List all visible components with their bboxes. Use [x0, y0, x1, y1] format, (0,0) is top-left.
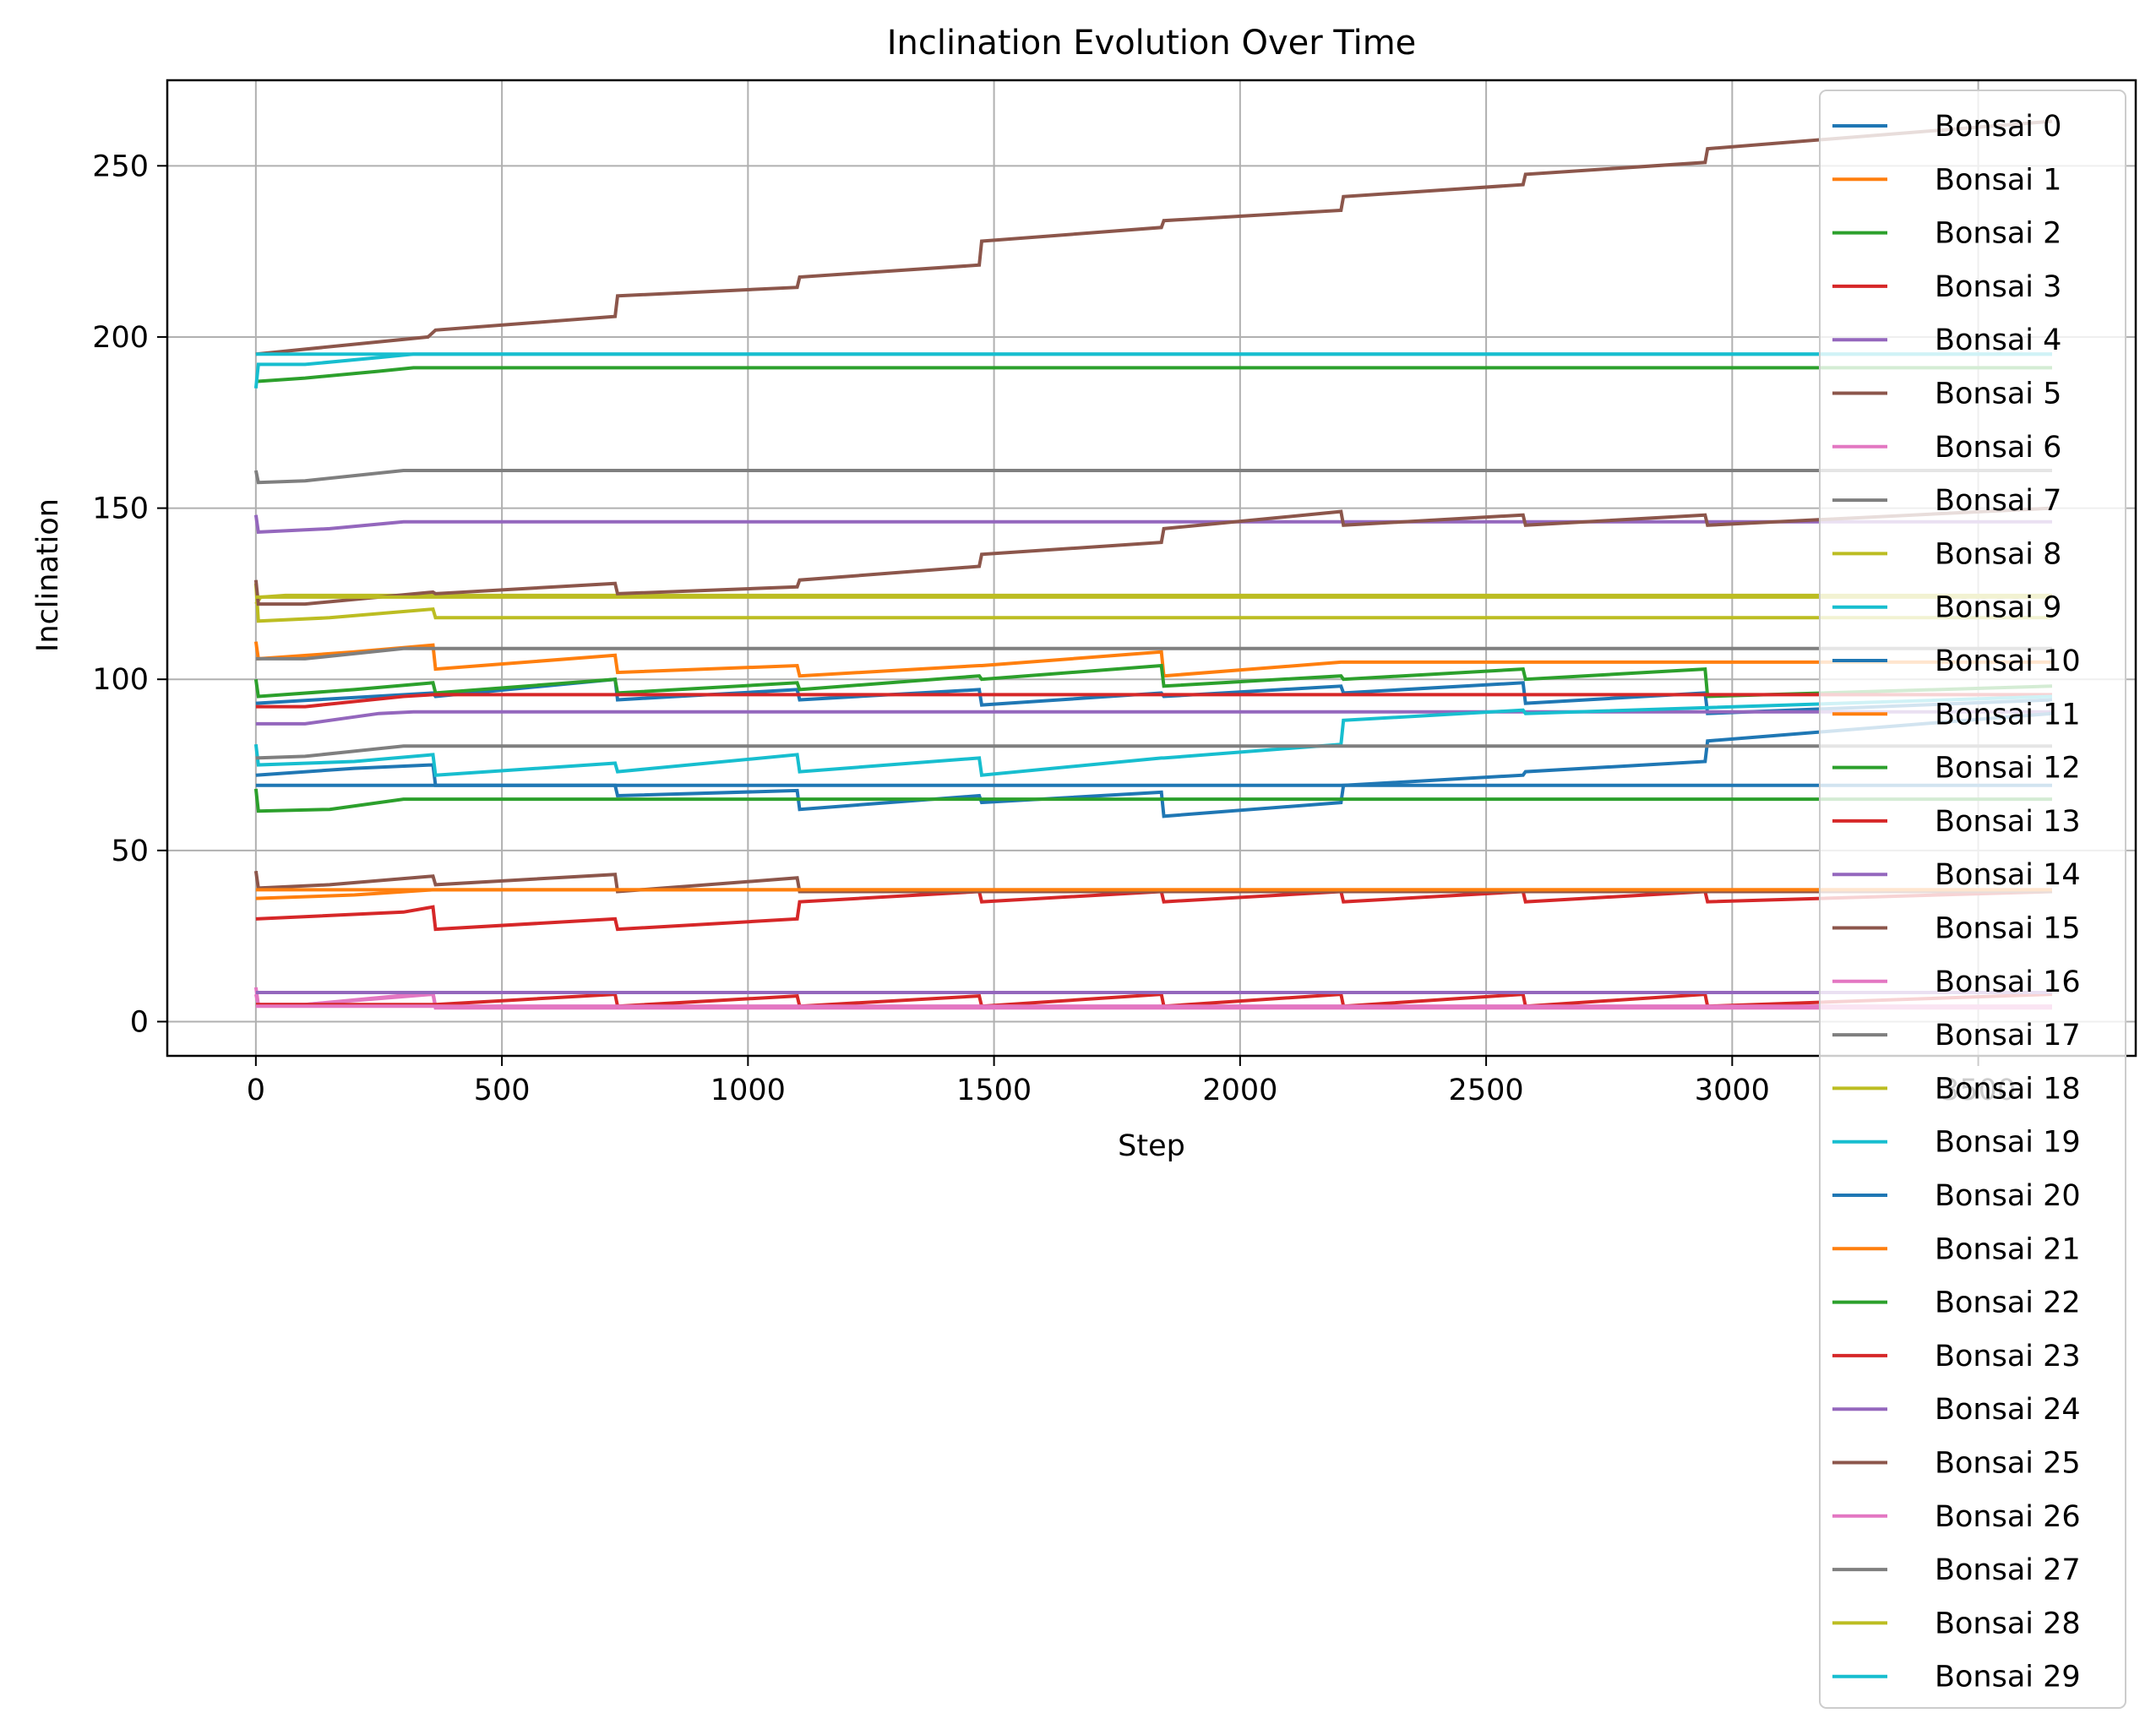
series-line-14 [255, 710, 2052, 726]
series-line-7 [253, 469, 2052, 485]
legend-label: Bonsai 12 [1935, 752, 2081, 786]
series-line-10 [255, 677, 2053, 715]
legend: Bonsai 0 Bonsai 1 Bonsai 2 Bonsai 3 Bonsai 4… [1819, 90, 2126, 1709]
legend-label: Bonsai 15 [1935, 912, 2081, 946]
legend-label: Bonsai 17 [1935, 1019, 2081, 1052]
y-tick-label: 150 [92, 492, 149, 526]
series-line-17 [255, 646, 2052, 661]
plot-frame [166, 79, 2137, 1058]
legend-label: Bonsai 18 [1935, 1072, 2081, 1106]
legend-label: Bonsai 4 [1935, 324, 2061, 357]
series-line-12 [253, 663, 2053, 699]
legend-label: Bonsai 8 [1935, 537, 2061, 571]
legend-label: Bonsai 10 [1935, 644, 2081, 678]
legend-label: Bonsai 23 [1935, 1340, 2081, 1373]
legend-label: Bonsai 21 [1935, 1232, 2081, 1266]
legend-label: Bonsai 19 [1935, 1126, 2081, 1160]
legend-label: Bonsai 14 [1935, 858, 2081, 892]
axis-ticks: 0500100015002000250030003500050100150200… [92, 150, 2016, 1107]
x-tick-label: 500 [474, 1074, 531, 1107]
legend-box [1819, 90, 2126, 1709]
legend-label: Bonsai 24 [1935, 1393, 2081, 1427]
series-line-11 [253, 641, 2052, 678]
series-line-25 [253, 506, 2053, 606]
legend-label: Bonsai 6 [1935, 431, 2061, 465]
series-line-5 [255, 119, 2053, 356]
x-axis-label: Step [1118, 1129, 1185, 1163]
legend-label: Bonsai 3 [1935, 270, 2061, 304]
legend-label: Bonsai 0 [1935, 110, 2061, 144]
series-line-19 [253, 694, 2053, 777]
series-line-27 [255, 744, 2052, 760]
series-line-22 [253, 788, 2052, 813]
series-line-4 [253, 514, 2052, 534]
grid-lines [167, 80, 2136, 1056]
legend-label: Bonsai 16 [1935, 965, 2081, 999]
legend-label: Bonsai 13 [1935, 805, 2081, 839]
x-tick-label: 1500 [956, 1074, 1032, 1107]
series-line-13 [255, 693, 2052, 709]
x-tick-label: 2500 [1449, 1074, 1524, 1107]
legend-label: Bonsai 5 [1935, 378, 2061, 411]
legend-label: Bonsai 9 [1935, 591, 2061, 625]
series-line-23 [255, 992, 2053, 1009]
legend-label: Bonsai 26 [1935, 1500, 2081, 1534]
chart-title: Inclination Evolution Over Time [887, 24, 1417, 63]
series-line-2 [255, 366, 2052, 383]
legend-label: Bonsai 1 [1935, 163, 2061, 197]
legend-label: Bonsai 22 [1935, 1286, 2081, 1320]
series-line-18 [253, 583, 2052, 623]
y-tick-label: 50 [111, 835, 149, 868]
x-tick-label: 3000 [1695, 1074, 1770, 1107]
legend-label: Bonsai 28 [1935, 1607, 2081, 1640]
series-line-3 [255, 889, 2053, 932]
y-tick-label: 200 [92, 321, 149, 355]
legend-label: Bonsai 7 [1935, 484, 2061, 518]
legend-label: Bonsai 25 [1935, 1447, 2081, 1481]
y-axis-label: Inclination [31, 498, 65, 652]
series-line-20 [255, 711, 2053, 818]
legend-label: Bonsai 11 [1935, 698, 2081, 731]
series-line-16 [253, 987, 2052, 1010]
legend-label: Bonsai 29 [1935, 1661, 2081, 1694]
y-tick-label: 250 [92, 150, 149, 183]
series-line-15 [253, 870, 2052, 894]
x-tick-label: 1000 [710, 1074, 786, 1107]
series-line-9 [253, 352, 2052, 389]
y-tick-label: 0 [130, 1005, 149, 1039]
legend-label: Bonsai 27 [1935, 1553, 2081, 1587]
legend-label: Bonsai 20 [1935, 1179, 2081, 1213]
x-tick-label: 0 [247, 1074, 265, 1107]
y-tick-label: 100 [92, 663, 149, 697]
x-tick-label: 2000 [1202, 1074, 1277, 1107]
series-lines [253, 119, 2053, 1010]
legend-label: Bonsai 2 [1935, 217, 2061, 251]
